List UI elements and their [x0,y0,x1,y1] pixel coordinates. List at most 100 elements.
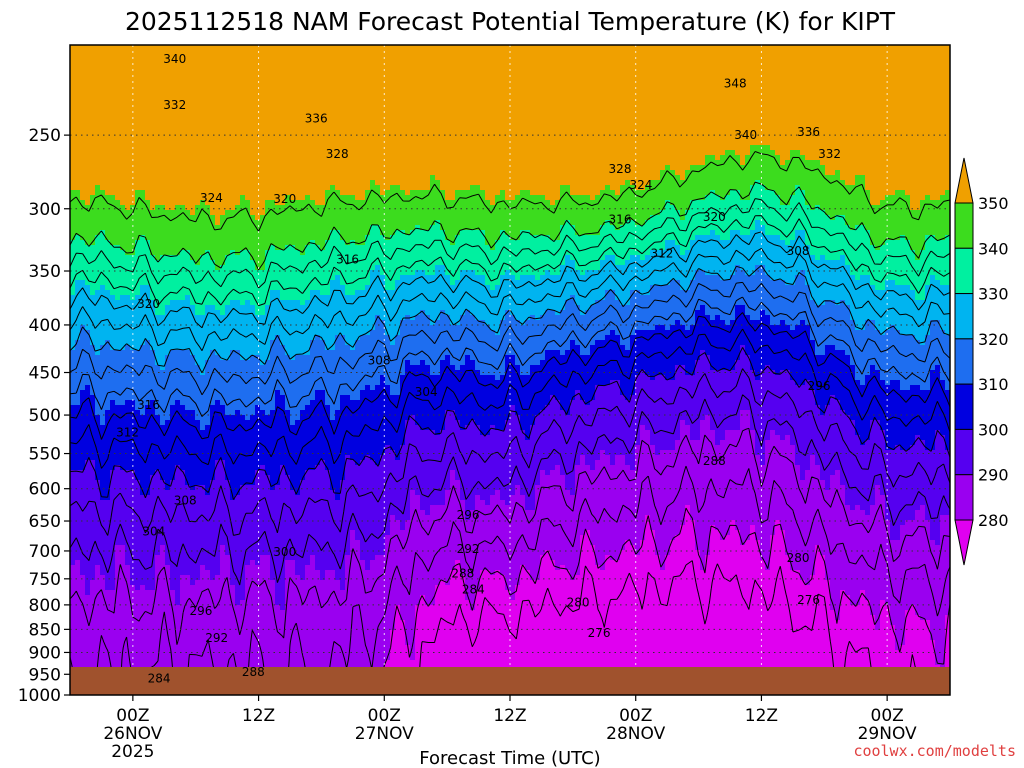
field-cell [480,585,506,591]
isentrope-340 [70,181,950,271]
field-cell [70,640,391,646]
field-cell [335,415,411,421]
field-cell [600,225,616,231]
field-cell [870,195,886,201]
field-cell [405,525,646,531]
field-cell [905,190,946,196]
field-cell [410,510,426,516]
field-cell [350,345,356,351]
field-cell [730,520,736,526]
field-cell [530,425,641,431]
field-cell [150,285,331,291]
field-cell [230,565,246,571]
field-cell [615,455,626,461]
field-cell [890,605,911,611]
field-cell [945,630,950,636]
field-cell [405,360,411,366]
field-cell [70,375,381,381]
field-cell [340,275,371,281]
field-cell [70,230,101,236]
field-cell [70,170,661,176]
field-cell [895,625,906,631]
field-cell [830,485,846,491]
field-cell [690,285,811,291]
field-cell [165,305,196,311]
field-cell [625,345,631,351]
field-cell [515,585,831,591]
field-cell [305,575,321,581]
field-cell [430,315,441,321]
field-cell [365,385,371,391]
field-cell [70,485,101,491]
field-cell [400,275,451,281]
field-cell [695,360,711,366]
field-cell [210,480,231,486]
colorbar-segment [954,202,974,249]
field-cell [850,305,950,311]
field-cell [465,360,476,366]
field-cell [850,505,856,511]
field-cell [70,175,431,181]
field-cell [70,525,391,531]
field-cell [405,440,641,446]
field-cell [690,325,791,331]
field-cell [150,400,156,406]
field-cell [250,415,291,421]
field-cell [305,570,321,576]
field-cell [600,450,606,456]
field-cell [790,195,806,201]
field-cell [200,260,216,266]
field-cell [200,420,211,426]
field-cell [405,435,526,441]
field-cell [325,395,341,401]
field-cell [100,570,116,576]
field-cell [190,485,196,491]
field-cell [365,285,386,291]
field-cell [575,395,581,401]
field-cell [420,360,426,366]
field-cell [705,415,711,421]
field-cell [215,350,231,356]
field-cell [775,150,791,156]
field-cell [805,275,856,281]
field-cell [895,280,931,286]
field-cell [275,580,286,586]
field-cell [475,590,511,596]
field-cell [370,270,381,276]
x-axis-title: Forecast Time (UTC) [419,748,600,768]
field-cell [255,215,261,221]
field-cell [170,480,186,486]
field-cell [500,570,521,576]
field-cell [865,590,950,596]
field-cell [385,450,396,456]
field-cell [385,375,401,381]
field-cell [70,570,81,576]
field-cell [135,585,141,591]
field-cell [445,495,461,501]
field-cell [575,265,601,271]
field-cell [545,270,551,276]
field-cell [380,460,581,466]
field-cell [130,575,156,581]
field-cell [285,565,296,571]
contour-label: 284 [462,582,485,596]
field-cell [830,475,841,481]
field-cell [100,480,111,486]
field-cell [305,470,331,476]
field-cell [430,180,441,186]
field-cell [915,295,926,301]
field-cell [940,280,950,286]
field-cell [870,430,886,436]
field-cell [915,515,926,521]
field-cell [460,570,481,576]
field-cell [705,565,766,571]
field-cell [455,560,461,566]
field-cell [885,380,891,386]
field-cell [70,495,101,501]
field-cell [70,480,101,486]
field-cell [560,225,576,231]
field-cell [930,275,936,281]
field-cell [135,195,146,201]
contour-label: 340 [734,128,757,142]
field-cell [450,580,466,586]
